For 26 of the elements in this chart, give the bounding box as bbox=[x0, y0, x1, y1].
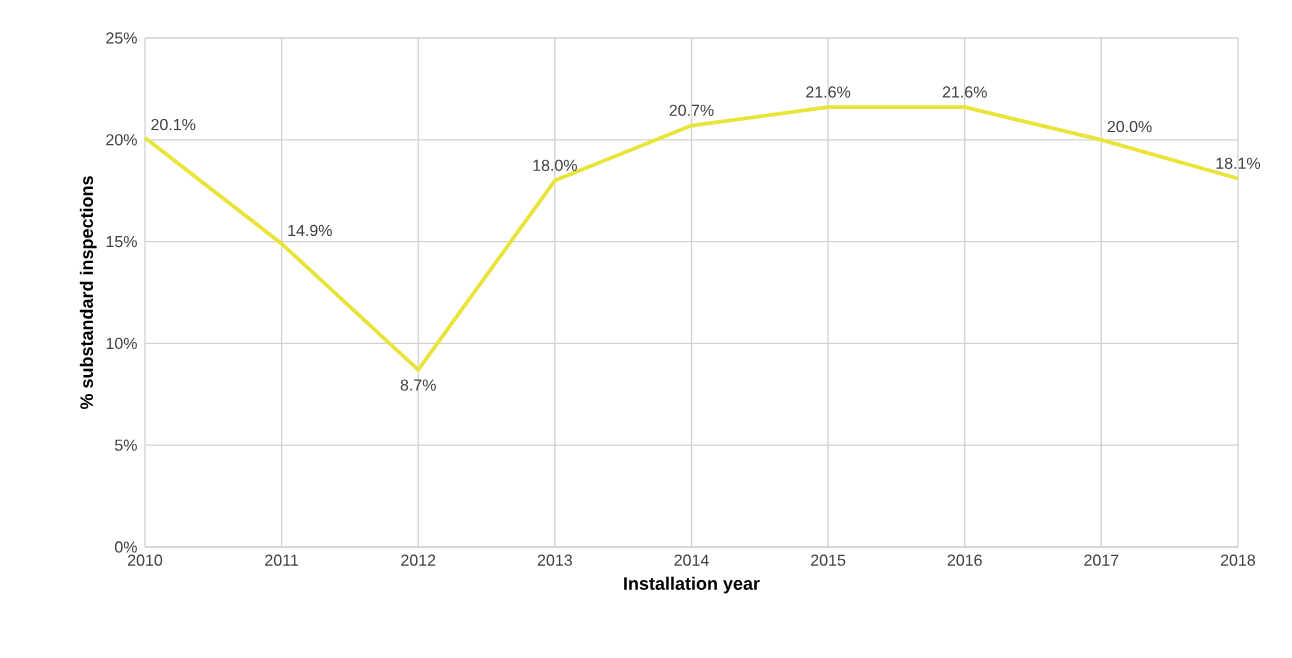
x-tick-label: 2012 bbox=[401, 554, 436, 566]
y-tick-label: 5% bbox=[115, 439, 137, 451]
data-label: 20.1% bbox=[151, 118, 196, 131]
data-label: 20.0% bbox=[1107, 120, 1152, 133]
data-label: 18.1% bbox=[1216, 157, 1261, 169]
x-tick-label: 2010 bbox=[128, 554, 163, 566]
data-label: 20.7% bbox=[669, 104, 714, 117]
data-label: 21.6% bbox=[806, 86, 851, 98]
x-axis-title: Installation year bbox=[624, 576, 760, 594]
y-tick-label: 10% bbox=[106, 337, 137, 350]
y-tick-label: 15% bbox=[106, 235, 137, 248]
x-tick-label: 2013 bbox=[537, 554, 572, 566]
y-tick-label: 20% bbox=[106, 134, 137, 146]
x-tick-label: 2011 bbox=[265, 554, 299, 566]
data-label: 14.9% bbox=[288, 224, 332, 237]
data-label: 21.6% bbox=[942, 86, 987, 98]
data-label: 8.7% bbox=[400, 379, 436, 391]
x-tick-label: 2017 bbox=[1084, 554, 1119, 566]
x-tick-label: 2018 bbox=[1220, 554, 1256, 566]
x-tick-label: 2014 bbox=[674, 554, 709, 566]
y-tick-label: 0% bbox=[114, 541, 137, 553]
y-tick-label: 25% bbox=[106, 32, 137, 44]
x-tick-label: 2015 bbox=[811, 554, 846, 566]
y-axis-title: % substandard inspections bbox=[79, 176, 97, 410]
x-tick-label: 2016 bbox=[947, 554, 982, 566]
data-label: 18.0% bbox=[533, 159, 577, 171]
